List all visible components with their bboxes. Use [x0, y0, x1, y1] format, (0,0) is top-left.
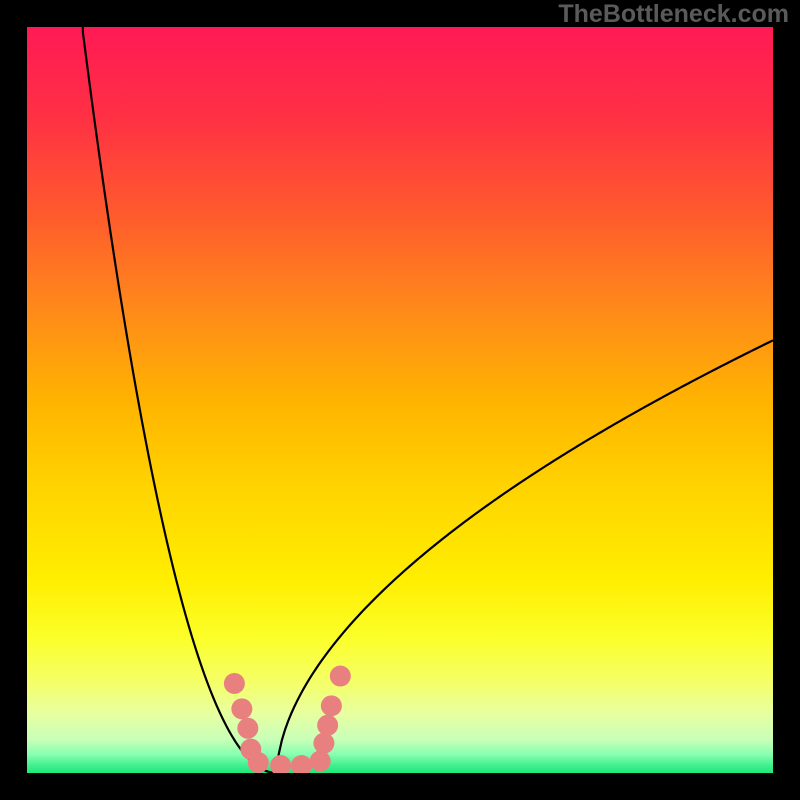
data-marker	[270, 755, 291, 776]
data-marker	[291, 755, 312, 776]
data-marker	[237, 718, 258, 739]
data-marker	[313, 733, 334, 754]
data-marker	[317, 715, 338, 736]
data-marker	[330, 666, 351, 687]
data-marker	[224, 673, 245, 694]
chart-stage: TheBottleneck.com	[0, 0, 800, 800]
data-marker	[321, 695, 342, 716]
data-marker	[310, 751, 331, 772]
data-marker	[231, 698, 252, 719]
bottleneck-curve	[27, 0, 773, 773]
chart-overlay	[0, 0, 800, 800]
data-marker	[248, 752, 269, 773]
watermark-text: TheBottleneck.com	[558, 0, 789, 29]
